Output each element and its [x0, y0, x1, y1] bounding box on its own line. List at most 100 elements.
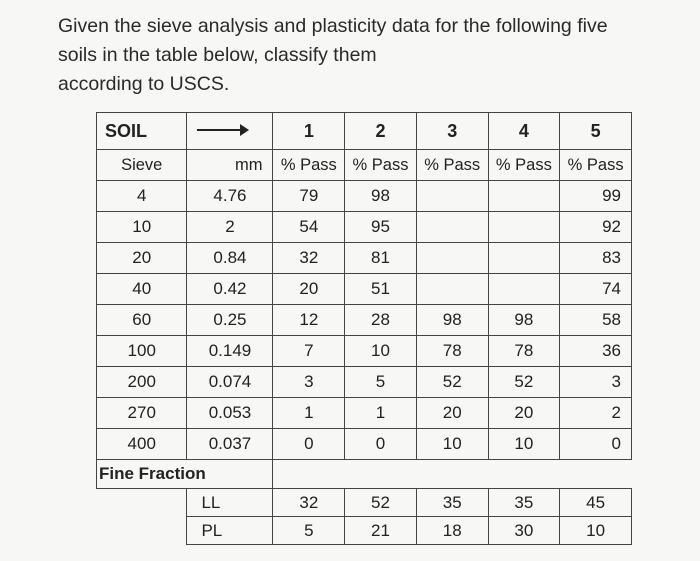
sieve-analysis-table: SOIL 1 2 3 4 5 Sieve mm % Pass % Pass % …	[95, 112, 632, 545]
ll-row: LL 32 52 35 35 45	[97, 488, 632, 517]
percent-pass-value: 98	[344, 180, 417, 212]
question-line-2: soils in the table below, classify them	[58, 44, 377, 66]
ll-value: 45	[559, 488, 632, 517]
sieve-number: 100	[95, 335, 188, 367]
percent-pass-value: 78	[415, 335, 489, 367]
ll-value: 32	[272, 488, 346, 517]
pl-value: 18	[415, 516, 489, 545]
pass-header: % Pass	[487, 149, 561, 181]
column-header-row: Sieve mm % Pass % Pass % Pass % Pass % P…	[95, 149, 632, 181]
percent-pass-value	[415, 273, 489, 305]
percent-pass-value: 83	[559, 242, 632, 274]
ll-spacer	[97, 489, 187, 517]
percent-pass-value: 3	[559, 366, 632, 398]
sieve-mm: 0.149	[186, 335, 274, 367]
percent-pass-value: 3	[272, 366, 346, 398]
percent-pass-value: 12	[272, 304, 346, 336]
percent-pass-value: 32	[272, 242, 346, 274]
percent-pass-value	[415, 180, 489, 212]
fine-fraction-blank	[272, 459, 632, 489]
soil-number-row: SOIL 1 2 3 4 5	[95, 112, 632, 150]
table-row: 4 4.76 79 98 99	[95, 180, 632, 212]
percent-pass-value: 20	[272, 273, 346, 305]
percent-pass-value	[487, 273, 561, 305]
question-line-1: Given the sieve analysis and plasticity …	[58, 15, 608, 37]
sieve-mm: 4.76	[186, 180, 274, 212]
pl-row: PL 5 21 18 30 10	[97, 516, 632, 545]
percent-pass-value: 95	[344, 211, 417, 243]
percent-pass-value: 10	[344, 335, 417, 367]
soil-label: SOIL	[95, 112, 188, 150]
table-row: 20 0.84 32 81 83	[95, 242, 632, 274]
sieve-mm: 0.42	[186, 273, 274, 305]
percent-pass-value: 28	[344, 304, 417, 336]
pl-value: 10	[559, 516, 632, 545]
percent-pass-value: 20	[415, 397, 489, 429]
soil-number: 3	[415, 112, 489, 150]
soil-number: 4	[487, 112, 561, 150]
sieve-mm: 0.84	[186, 242, 274, 274]
sieve-number: 10	[95, 211, 188, 243]
pl-value: 30	[487, 516, 561, 545]
table-row: 200 0.074 3 5 52 52 3	[95, 366, 632, 398]
table-row: 60 0.25 12 28 98 98 58	[95, 304, 632, 336]
percent-pass-value: 5	[344, 366, 417, 398]
table-row: 40 0.42 20 51 74	[95, 273, 632, 305]
sieve-number: 4	[95, 180, 188, 212]
percent-pass-value: 36	[559, 335, 632, 367]
question-line-3: according to USCS.	[58, 73, 230, 95]
ll-value: 35	[487, 488, 561, 517]
percent-pass-value: 20	[487, 397, 561, 429]
pass-header: % Pass	[344, 149, 417, 181]
sieve-number: 60	[95, 304, 188, 336]
pass-header: % Pass	[559, 149, 632, 181]
sieve-mm: 2	[186, 211, 274, 243]
soil-number: 1	[272, 112, 346, 150]
percent-pass-value: 81	[344, 242, 417, 274]
ll-value: 35	[415, 488, 489, 517]
percent-pass-value: 10	[415, 428, 489, 460]
percent-pass-value: 2	[559, 397, 632, 429]
percent-pass-value: 0	[344, 428, 417, 460]
percent-pass-value: 52	[415, 366, 489, 398]
soil-number: 5	[559, 112, 632, 150]
percent-pass-value: 0	[272, 428, 346, 460]
percent-pass-value: 1	[344, 397, 417, 429]
sieve-mm: 0.25	[186, 304, 274, 336]
fine-fraction-label: Fine Fraction	[95, 459, 274, 489]
percent-pass-value: 1	[272, 397, 346, 429]
sieve-number: 400	[95, 428, 188, 460]
pass-header: % Pass	[415, 149, 489, 181]
percent-pass-value: 78	[487, 335, 561, 367]
sieve-number: 40	[95, 273, 188, 305]
percent-pass-value: 51	[344, 273, 417, 305]
sieve-number: 20	[95, 242, 188, 274]
table-row: 270 0.053 1 1 20 20 2	[95, 397, 632, 429]
sieve-mm: 0.053	[186, 397, 274, 429]
pl-label: PL	[186, 516, 274, 545]
ll-value: 52	[344, 488, 417, 517]
sieve-number: 270	[95, 397, 188, 429]
ll-label: LL	[186, 488, 274, 517]
sieve-number: 200	[95, 366, 188, 398]
arrow-right-icon	[186, 112, 274, 150]
percent-pass-value	[487, 211, 561, 243]
percent-pass-value: 10	[487, 428, 561, 460]
percent-pass-value: 98	[487, 304, 561, 336]
percent-pass-value: 74	[559, 273, 632, 305]
sieve-mm: 0.074	[186, 366, 274, 398]
mm-header: mm	[186, 149, 274, 181]
percent-pass-value: 92	[559, 211, 632, 243]
percent-pass-value	[487, 242, 561, 274]
percent-pass-value: 54	[272, 211, 346, 243]
sieve-mm: 0.037	[186, 428, 274, 460]
pass-header: % Pass	[272, 149, 346, 181]
percent-pass-value: 99	[559, 180, 632, 212]
sieve-data-rows: 4 4.76 79 98 99 10 2 54 95 92 20 0.84 32 81 83 40 0.42 20…	[95, 180, 632, 460]
percent-pass-value	[415, 211, 489, 243]
question-text: Given the sieve analysis and plasticity …	[58, 12, 678, 99]
pl-value: 5	[272, 516, 346, 545]
percent-pass-value: 58	[559, 304, 632, 336]
table-row: 400 0.037 0 0 10 10 0	[95, 428, 632, 460]
percent-pass-value: 7	[272, 335, 346, 367]
